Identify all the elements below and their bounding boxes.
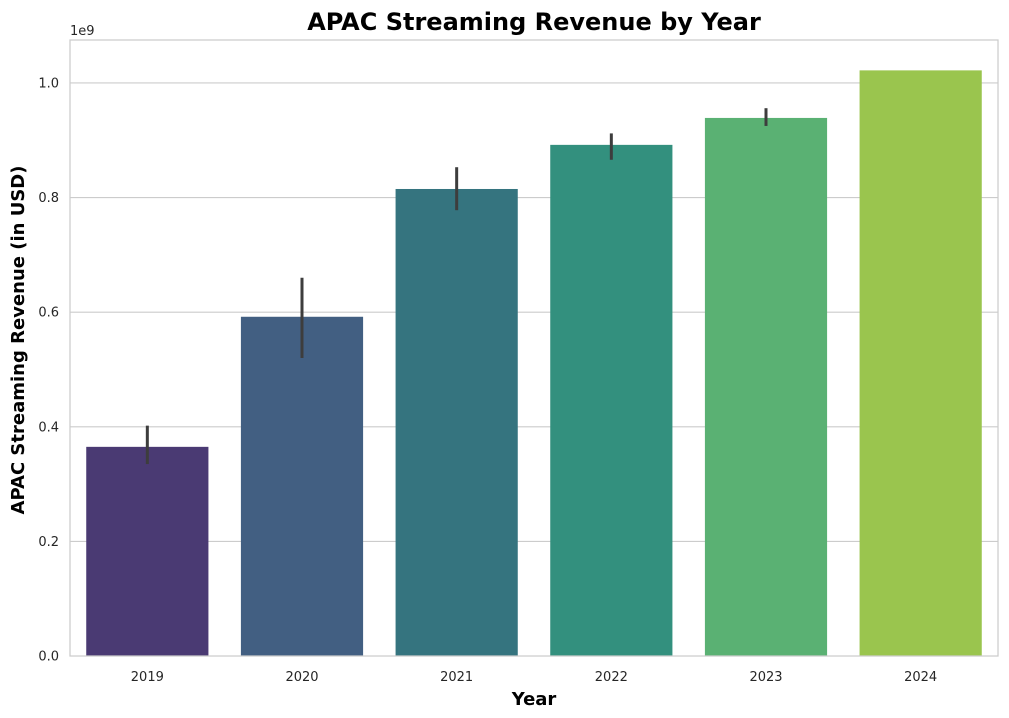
x-tick-label: 2022 xyxy=(595,670,628,685)
x-axis-title: Year xyxy=(511,689,557,710)
chart-title: APAC Streaming Revenue by Year xyxy=(307,8,761,36)
y-tick-label: 0.8 xyxy=(38,191,59,206)
bar-2020 xyxy=(240,316,364,656)
x-tick-labels: 2019 2020 2021 2022 2023 2024 xyxy=(131,670,937,685)
bar-2023 xyxy=(704,117,828,657)
y-tick-labels: 0.0 0.2 0.4 0.6 0.8 1.0 xyxy=(38,76,59,664)
bar-2022 xyxy=(550,144,673,656)
grid-layer xyxy=(70,82,998,657)
y-axis-title: APAC Streaming Revenue (in USD) xyxy=(8,166,29,515)
y-tick-label: 0.4 xyxy=(38,420,59,435)
bar-2024 xyxy=(859,70,982,656)
y-axis-offset-label: 1e9 xyxy=(70,24,95,39)
y-tick-label: 0.0 xyxy=(38,650,59,665)
x-tick-label: 2019 xyxy=(131,670,164,685)
x-tick-label: 2020 xyxy=(285,670,318,685)
y-tick-label: 0.6 xyxy=(38,306,59,321)
x-tick-label: 2024 xyxy=(904,670,937,685)
bar-layer xyxy=(86,70,982,657)
error-bar-layer xyxy=(145,108,768,465)
x-tick-label: 2021 xyxy=(440,670,473,685)
bar-2021 xyxy=(395,188,518,656)
y-tick-label: 1.0 xyxy=(38,76,59,91)
bar-2019 xyxy=(86,446,209,656)
x-tick-label: 2023 xyxy=(749,670,782,685)
plot-area-frame xyxy=(69,39,999,657)
y-tick-label: 0.2 xyxy=(38,535,59,550)
